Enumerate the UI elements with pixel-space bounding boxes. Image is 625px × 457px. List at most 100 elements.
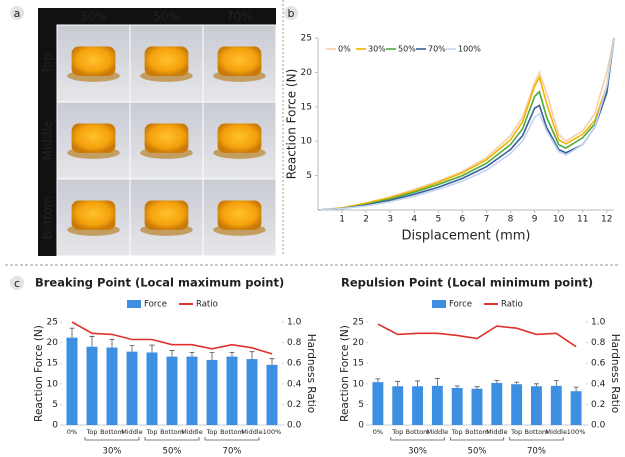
y-tick-label: 0 xyxy=(52,421,58,431)
y2-axis-label: Hardness Ratio xyxy=(609,334,621,413)
bar xyxy=(247,359,258,425)
group-label: 70% xyxy=(527,447,546,457)
bar xyxy=(372,382,383,425)
x-tick-label: 5 xyxy=(435,215,441,225)
legend-label: 50% xyxy=(398,45,416,54)
group-bracket xyxy=(510,437,563,440)
error-bar xyxy=(130,345,135,351)
y2-tick-label: 1.0 xyxy=(591,318,606,328)
y-tick-label: 20 xyxy=(301,68,313,78)
y-tick-label: 20 xyxy=(47,338,59,348)
error-bar xyxy=(395,381,400,386)
legend-label: Ratio xyxy=(196,300,218,310)
photo-sample xyxy=(218,124,262,153)
y-tick-label: 10 xyxy=(353,379,365,389)
chart-title: Breaking Point (Local maximum point) xyxy=(35,276,284,290)
legend-label: Force xyxy=(449,300,472,310)
legend-label: Ratio xyxy=(501,300,523,310)
bar xyxy=(187,357,198,425)
bar xyxy=(452,388,463,425)
bar xyxy=(87,347,98,425)
y2-tick-label: 0.8 xyxy=(287,338,302,348)
error-bar xyxy=(110,339,115,347)
y2-tick-label: 0.4 xyxy=(591,379,606,389)
x-tick-label: Middle xyxy=(546,428,567,436)
legend-swatch xyxy=(127,300,141,308)
y-tick-label: 10 xyxy=(301,137,313,147)
series-line xyxy=(318,38,614,210)
error-bar xyxy=(90,336,95,346)
y2-tick-label: 1.0 xyxy=(287,318,302,328)
row-label: Middle xyxy=(41,121,55,161)
legend-swatch xyxy=(432,300,446,308)
panel-label: c xyxy=(14,277,20,290)
x-tick-label: Middle xyxy=(427,428,448,436)
y-tick-label: 5 xyxy=(358,400,364,410)
y-tick-label: 20 xyxy=(353,338,365,348)
x-tick-label: 8 xyxy=(508,215,514,225)
series-line xyxy=(318,38,614,210)
error-bar xyxy=(375,379,380,382)
row-label: Top xyxy=(41,53,55,74)
y2-tick-label: 0.6 xyxy=(591,359,606,369)
error-bar xyxy=(475,387,480,389)
y2-tick-label: 0.6 xyxy=(287,359,302,369)
row-label: Bottom xyxy=(41,195,55,239)
legend-label: 0% xyxy=(338,45,351,54)
x-tick-label: Middle xyxy=(486,428,507,436)
y-tick-label: 0 xyxy=(358,421,364,431)
y-tick-label: 25 xyxy=(47,318,58,328)
panel-label: a xyxy=(14,7,21,20)
legend-label: 70% xyxy=(428,45,446,54)
error-bar xyxy=(455,386,460,388)
y-tick-label: 10 xyxy=(47,379,59,389)
y2-tick-label: 0.8 xyxy=(591,338,606,348)
error-bar xyxy=(554,381,559,386)
column-label: 70% xyxy=(226,10,253,24)
bar xyxy=(67,338,78,425)
photo-sample xyxy=(218,47,262,76)
ratio-line xyxy=(378,324,576,347)
error-bar xyxy=(534,384,539,386)
x-tick-label: 12 xyxy=(601,215,612,225)
x-tick-label: Top xyxy=(451,428,463,436)
bar xyxy=(267,365,278,425)
group-label: 70% xyxy=(223,447,242,457)
x-tick-label: 100% xyxy=(567,428,586,436)
group-label: 30% xyxy=(103,447,122,457)
error-bar xyxy=(415,381,420,386)
x-tick-label: Top xyxy=(206,428,218,436)
group-bracket xyxy=(85,437,139,440)
photo-sample xyxy=(218,201,262,230)
x-tick-label: Top xyxy=(391,428,403,436)
ratio-line xyxy=(72,322,272,354)
chart-title: Repulsion Point (Local minimum point) xyxy=(341,276,593,290)
error-bar xyxy=(435,378,440,385)
y-tick-label: 15 xyxy=(353,359,364,369)
error-bar xyxy=(494,381,499,383)
error-bar xyxy=(574,387,579,391)
x-axis-label: Displacement (mm) xyxy=(402,229,531,244)
group-label: 50% xyxy=(163,447,182,457)
figure: abc30%50%70%TopMiddleBottom5101520251234… xyxy=(0,0,625,457)
column-label: 30% xyxy=(80,10,107,24)
group-bracket xyxy=(205,437,259,440)
y-tick-label: 25 xyxy=(301,34,312,44)
y-axis-label: Reaction Force (N) xyxy=(339,325,351,422)
photo-sample xyxy=(145,47,189,76)
x-tick-label: 7 xyxy=(484,215,490,225)
bar xyxy=(412,386,423,425)
y2-tick-label: 0.4 xyxy=(287,379,302,389)
x-tick-label: 9 xyxy=(532,215,538,225)
x-tick-label: Top xyxy=(146,428,158,436)
error-bar xyxy=(270,359,275,365)
group-bracket xyxy=(145,437,199,440)
photo-sample xyxy=(145,124,189,153)
x-tick-label: 4 xyxy=(411,215,417,225)
panel-label: b xyxy=(288,7,295,20)
bar xyxy=(107,348,118,425)
y-axis-label: Reaction Force (N) xyxy=(33,325,45,422)
photo-sample xyxy=(72,47,116,76)
error-bar xyxy=(250,352,255,359)
x-tick-label: 6 xyxy=(460,215,466,225)
